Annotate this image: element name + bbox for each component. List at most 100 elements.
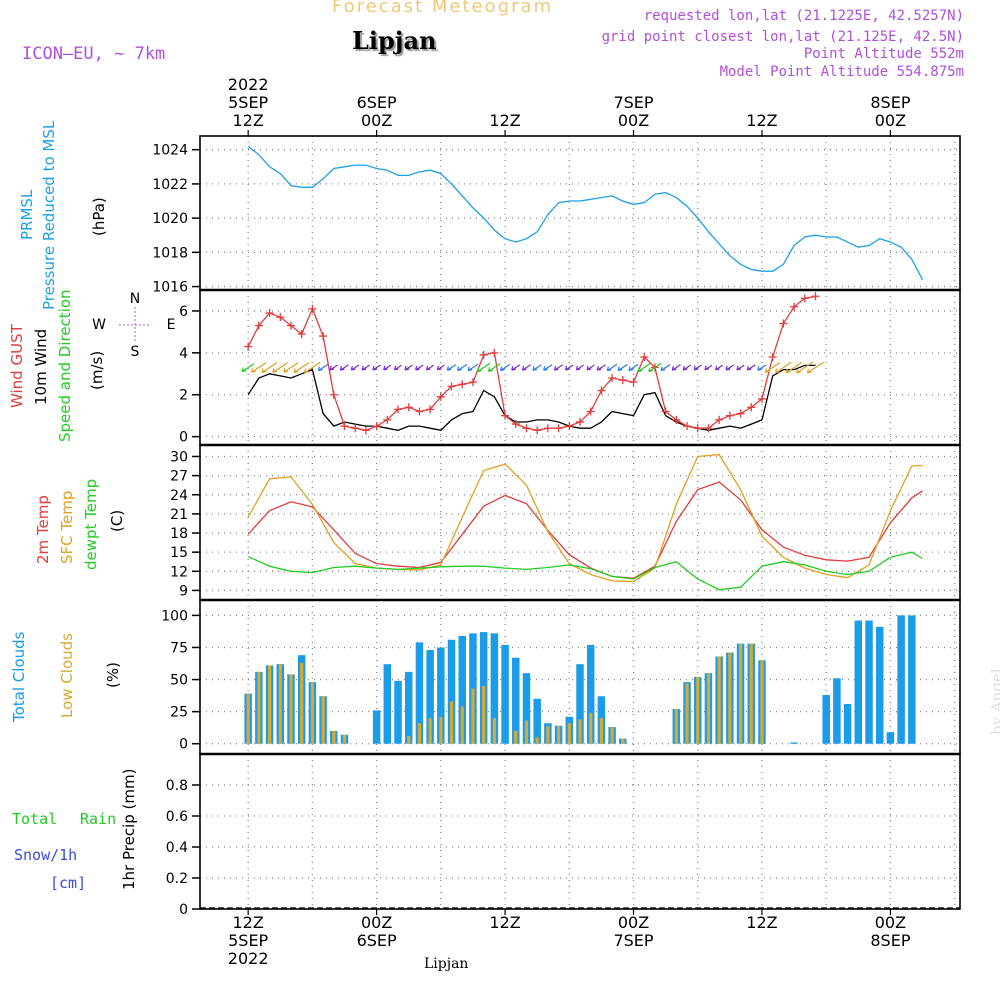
low-cloud-bar xyxy=(556,725,561,744)
wind-direction-arrow xyxy=(425,364,435,371)
meteogram-title: Forecast Meteogram xyxy=(332,0,554,17)
wind-direction-arrow xyxy=(553,364,563,371)
low-cloud-bar xyxy=(685,683,689,744)
gust-marker xyxy=(479,350,488,359)
wind-direction-arrow xyxy=(693,364,702,371)
wind-direction-arrow xyxy=(446,364,457,371)
gust-marker xyxy=(597,386,606,395)
low-cloud-bar xyxy=(417,723,422,744)
time-label-top: 00Z xyxy=(618,111,649,130)
wind-direction-arrow xyxy=(757,364,767,371)
wind-direction-arrow xyxy=(564,364,574,371)
time-label-top: 2022 xyxy=(228,75,269,94)
gust-marker xyxy=(361,426,370,435)
total-cloud-bar xyxy=(447,639,456,744)
requested-point-label: requested lon,lat (21.1225E, 42.5257N) xyxy=(643,8,964,24)
low-cloud-bar xyxy=(257,671,261,744)
temp2m-line xyxy=(247,481,923,579)
gust-marker xyxy=(490,348,499,357)
total-cloud-bar xyxy=(790,742,798,744)
y-tick-label: 15 xyxy=(170,545,188,561)
wind-direction-arrow xyxy=(725,364,734,371)
y-tick-label: 0.4 xyxy=(166,840,188,856)
wind-direction-arrow xyxy=(476,362,491,373)
wind-direction-arrow xyxy=(404,364,413,371)
gust-marker xyxy=(757,394,766,403)
total-cloud-bar xyxy=(458,635,466,744)
gust-marker xyxy=(244,342,253,351)
y-tick-label: 1018 xyxy=(152,245,188,261)
gust-marker xyxy=(693,424,702,433)
time-label-bottom: 2022 xyxy=(228,949,269,968)
total-cloud-bar xyxy=(854,620,863,744)
y-tick-label: 18 xyxy=(170,526,188,542)
total-cloud-bar xyxy=(383,664,392,744)
y-tick-label: 1016 xyxy=(152,280,188,296)
low-cloud-bar xyxy=(578,719,582,744)
time-label-top: 00Z xyxy=(875,111,906,130)
gust-marker xyxy=(340,422,349,431)
bottom-place-label: Lipjan xyxy=(424,956,469,972)
wind-direction-arrow xyxy=(736,364,745,371)
gust-marker xyxy=(800,294,809,303)
total-cloud-bar xyxy=(822,694,830,744)
low-cloud-bar xyxy=(524,720,529,744)
wind-direction-arrow xyxy=(637,363,651,373)
wind-direction-arrow xyxy=(796,361,814,374)
gust-marker xyxy=(768,353,777,362)
gust-marker xyxy=(458,380,467,389)
wind-direction-arrow xyxy=(361,364,370,371)
time-label-bottom: 7SEP xyxy=(613,931,653,950)
total-cloud-bar xyxy=(843,703,852,744)
gust-marker xyxy=(308,304,317,313)
y-tick-label: 30 xyxy=(170,449,188,465)
total-cloud-bar xyxy=(908,615,916,744)
compass-icon xyxy=(119,307,151,343)
wind-direction-arrow xyxy=(586,364,595,371)
wind-direction-arrow xyxy=(272,362,288,373)
gust-marker xyxy=(565,422,574,431)
y-tick-label: 4 xyxy=(179,346,188,362)
compass-east-label: E xyxy=(167,317,176,333)
wind-direction-arrow xyxy=(682,364,692,371)
precip-total-label: Total xyxy=(12,810,58,828)
gust-marker xyxy=(447,382,456,391)
y-tick-label: 1022 xyxy=(152,177,188,193)
wind-direction-arrow xyxy=(704,364,713,371)
gust-marker xyxy=(372,422,381,431)
gust-marker xyxy=(683,422,692,431)
low-cloud-bar xyxy=(535,737,539,744)
sfc-temp-line xyxy=(247,453,923,583)
gust-marker xyxy=(640,353,649,362)
gust-marker xyxy=(511,420,520,429)
y-tick-label: 0 xyxy=(179,430,188,446)
total-cloud-bar xyxy=(426,650,434,744)
total-cloud-bar xyxy=(404,671,413,744)
gust-marker xyxy=(265,309,274,318)
wind-direction-arrow xyxy=(628,364,639,372)
gust-marker xyxy=(554,424,563,433)
gust-marker xyxy=(661,407,670,416)
low-cloud-bar xyxy=(728,652,732,744)
wind-direction-arrow xyxy=(575,364,584,371)
time-label-top: 6SEP xyxy=(357,93,397,112)
wind-direction-arrow xyxy=(499,364,510,372)
wind-direction-arrow xyxy=(393,364,402,371)
wind-direction-arrow xyxy=(764,362,781,373)
wind-direction-arrow xyxy=(660,364,671,372)
low-cloud-bar xyxy=(267,665,272,744)
low-cloud-bar xyxy=(760,660,764,744)
gust-marker xyxy=(286,321,295,330)
gust-marker xyxy=(522,424,531,433)
low-cloud-bar xyxy=(696,677,700,744)
compass-north-label: N xyxy=(130,291,140,307)
model-altitude-label: Model Point Altitude 554.875m xyxy=(719,64,964,80)
gust-marker xyxy=(436,392,445,401)
total-cloud-bar xyxy=(533,698,541,744)
y-tick-label: 75 xyxy=(170,640,188,656)
wind-direction-arrow xyxy=(251,362,267,373)
low-cloud-bar xyxy=(514,730,518,744)
total-cloud-bar xyxy=(522,673,531,744)
gust-marker xyxy=(672,415,681,424)
total-cloud-bar xyxy=(512,657,520,744)
